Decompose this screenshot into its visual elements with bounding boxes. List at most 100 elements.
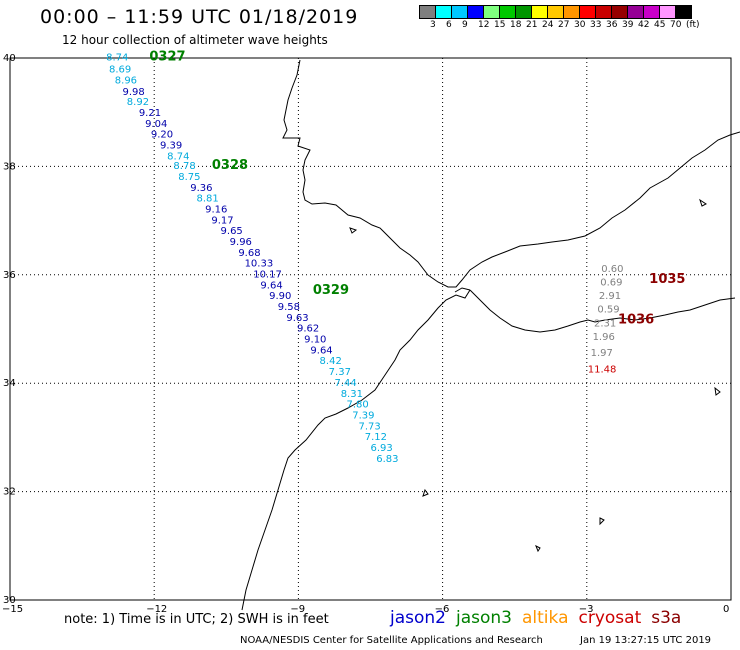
lon-tick-label: 0 [723,604,729,615]
swh-value-label: 7.44 [334,378,356,389]
swh-value-label: 9.96 [230,237,252,248]
colorbar-swatches [419,5,740,19]
pass-labels: 0327 0328 0329 1035 1036 [149,50,685,328]
colorbar-label: 27 [558,20,570,30]
coastline [241,59,740,611]
swh-value-label: 7.12 [365,432,387,443]
island [699,198,707,207]
swh-value-label: 11.48 [588,364,617,375]
swh-value-label: 9.64 [310,345,332,356]
swh-value-label: 8.75 [178,172,200,183]
map-frame [9,57,732,601]
island [422,488,429,497]
swh-value-label: 0.60 [601,264,623,275]
credit-text: NOAA/NESDIS Center for Satellite Applica… [240,635,543,646]
satellite-legend-item: s3a [651,608,682,628]
colorbar-label: 15 [494,20,506,30]
colorbar-label: (ft) [686,20,700,30]
swh-value-label: 8.74 [106,53,128,64]
swh-value-label: 0.69 [600,278,622,289]
swh-value-label: 7.80 [346,400,368,411]
colorbar-label: 36 [606,20,618,30]
swh-value-label: 9.16 [205,204,227,215]
colorbar-label: 6 [446,20,452,30]
swh-value-label: 9.98 [122,87,144,98]
swh-value-label: 9.36 [190,183,212,194]
axis-tick-labels: 40 38 36 34 32 30−15 −12 −9 −6 −3 0 [2,53,729,615]
colorbar-labels: 3 6 9 12 15 18 21 24 27 30 33 36 39 42 45 70 (ft) [420,19,740,31]
swh-value-label: 9.90 [269,291,291,302]
island [535,544,541,553]
map-title: 00:00 – 11:59 UTC 01/18/2019 [40,6,359,28]
map-grid [9,57,732,601]
colorbar-label: 3 [430,20,436,30]
lat-tick-label: 30 [3,595,16,606]
lon-tick-label: −9 [290,604,305,615]
swh-value-label: 8.74 [167,151,189,162]
swh-value-label: 2.31 [594,318,616,329]
swh-value-label: 7.73 [358,421,380,432]
gibraltar-coast [454,287,471,293]
swh-value-label: 1.96 [593,332,615,343]
pass-number-label: 0328 [212,158,248,173]
wave-height-colorbar: 3 6 9 12 15 18 21 24 27 30 33 36 39 42 45 70 (ft) [419,5,740,31]
swh-value-label: 8.78 [173,161,195,172]
colorbar-label: 42 [638,20,650,30]
swh-value-label: 9.65 [221,226,243,237]
swh-value-label: 6.83 [376,454,398,465]
swh-value-label: 9.21 [139,108,161,119]
altimeter-points: 8.748.698.969.988.929.219.049.209.398.74… [106,53,623,465]
colorbar-swatch [675,5,692,19]
swh-value-label: 9.63 [286,313,308,324]
satellite-legend-item: cryosat [578,608,642,628]
swh-value-label: 8.31 [341,389,363,400]
colorbar-label: 45 [654,20,666,30]
pass-number-label: 1035 [649,272,685,287]
colorbar-label: 12 [478,20,490,30]
colorbar-label: 39 [622,20,634,30]
colorbar-label: 24 [542,20,554,30]
swh-value-label: 9.10 [304,335,326,346]
lon-tick-label: −6 [435,604,450,615]
satellite-legend-item: altika [522,608,569,628]
swh-value-label: 1.97 [591,348,613,359]
lat-tick-label: 40 [3,53,16,64]
iberia-atlantic-coast [282,59,740,288]
swh-value-label: 9.39 [160,141,182,152]
generated-timestamp: Jan 19 13:27:15 UTC 2019 [580,635,712,646]
swh-value-label: 9.68 [238,248,260,259]
swh-value-label: 0.59 [597,305,619,316]
satellite-legend: jason2 jason3 altika cryosat s3a [390,608,691,628]
lat-tick-label: 36 [3,270,16,281]
lon-tick-label: −15 [2,604,23,615]
swh-value-label: 8.81 [196,194,218,205]
swh-value-label: 6.93 [371,443,393,454]
satellite-legend-item: jason2 [390,608,446,628]
island [599,517,605,526]
swh-value-label: 9.04 [145,119,167,130]
lat-tick-label: 38 [3,161,16,172]
colorbar-label: 9 [462,20,468,30]
swh-value-label: 9.20 [151,130,173,141]
swh-value-label: 10.33 [245,259,274,270]
pass-number-label: 0327 [149,50,185,65]
map-subtitle: 12 hour collection of altimeter wave hei… [62,33,328,47]
swh-value-label: 10.17 [253,270,282,281]
footer-note: note: 1) Time is in UTC; 2) SWH is in fe… [64,612,329,627]
lon-tick-label: −3 [579,604,594,615]
island [349,227,358,234]
pass-number-label: 1036 [618,313,654,328]
swh-value-label: 9.58 [278,302,300,313]
colorbar-label: 33 [590,20,602,30]
swh-value-label: 7.37 [329,367,351,378]
swh-value-label: 8.96 [115,75,137,86]
swh-value-label: 8.69 [109,65,131,76]
lat-tick-label: 34 [3,378,16,389]
swh-value-label: 7.39 [352,410,374,421]
colorbar-label: 70 [670,20,682,30]
swh-value-label: 9.62 [297,324,319,335]
lat-tick-label: 32 [3,487,16,498]
pass-number-label: 0329 [313,283,349,298]
lon-tick-label: −12 [146,604,167,615]
